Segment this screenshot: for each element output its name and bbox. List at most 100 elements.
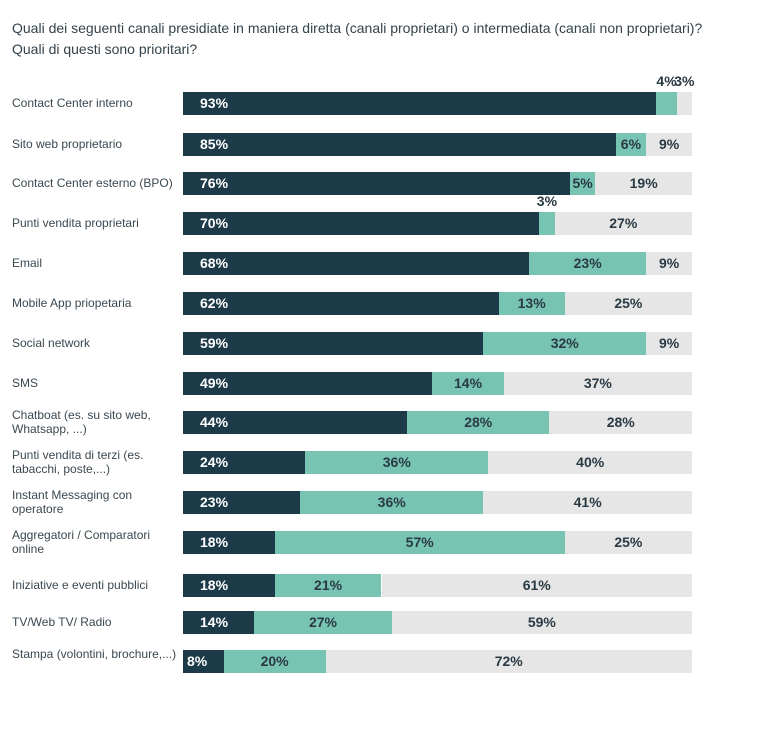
bar-segment-series-2 xyxy=(274,530,565,554)
bar-segment-series-2 xyxy=(274,573,382,597)
data-label: 23% xyxy=(573,254,602,271)
data-label: 24% xyxy=(200,453,229,470)
bar-segment-series-1 xyxy=(183,291,499,315)
bar-segment-series-1 xyxy=(183,211,540,235)
data-label: 6% xyxy=(620,135,642,152)
data-label: 36% xyxy=(382,453,411,470)
bar-segment-series-3 xyxy=(554,211,692,235)
category-label: Punti vendita proprietari xyxy=(12,216,139,230)
data-label: 59% xyxy=(200,334,229,351)
data-label: 14% xyxy=(200,613,229,630)
bar-segment-series-3 xyxy=(595,171,692,195)
data-label: 62% xyxy=(200,294,229,311)
data-label: 19% xyxy=(629,174,658,191)
data-label: 59% xyxy=(527,613,556,630)
bar-segment-series-2 xyxy=(615,132,647,156)
category-label: Mobile App priopetaria xyxy=(12,296,132,310)
data-label: 13% xyxy=(517,294,546,311)
data-label: 36% xyxy=(377,493,406,510)
bar-segment-series-1 xyxy=(183,530,275,554)
data-label: 4% xyxy=(656,72,677,89)
data-label: 72% xyxy=(494,652,523,669)
data-label: 27% xyxy=(308,613,337,630)
bar-segment-series-3 xyxy=(488,450,692,474)
bar-segment-series-3 xyxy=(564,291,692,315)
chart-title: Quali dei seguenti canali presidiate in … xyxy=(12,20,703,57)
data-label: 41% xyxy=(573,493,602,510)
data-label: 85% xyxy=(200,135,229,152)
bar-segment-series-3 xyxy=(646,132,692,156)
bar-segment-series-1 xyxy=(183,91,657,115)
category-label: Contact Center esterno (BPO) xyxy=(12,176,173,190)
data-label: 9% xyxy=(658,135,680,152)
bar-segment-series-1 xyxy=(183,450,306,474)
bar-segment-series-1 xyxy=(183,610,255,634)
category-label: Iniziative e eventi pubblici xyxy=(12,578,149,592)
category-label: Punti vendita di terzi (es. tabacchi, po… xyxy=(12,448,144,476)
bar-segment-series-1 xyxy=(183,410,407,434)
bar-segment-series-3 xyxy=(325,649,692,673)
bar-segment-series-1 xyxy=(183,573,275,597)
bar-segment-series-1 xyxy=(183,331,484,355)
data-label: 25% xyxy=(614,294,643,311)
bar-segment-series-2 xyxy=(483,331,647,355)
category-label: Email xyxy=(12,256,43,270)
bar-segment-series-2 xyxy=(569,171,596,195)
bar-segment-series-3 xyxy=(646,331,692,355)
data-label: 40% xyxy=(576,453,605,470)
category-label: TV/Web TV/ Radio xyxy=(12,615,112,629)
bar-segment-series-1 xyxy=(183,251,530,275)
data-label: 3% xyxy=(536,192,558,209)
bar-segment-series-3 xyxy=(381,573,692,597)
data-label: 37% xyxy=(583,374,612,391)
data-label: 9% xyxy=(658,334,680,351)
bar-segment-series-3 xyxy=(483,490,692,514)
data-label: 76% xyxy=(200,174,229,191)
data-label: 18% xyxy=(200,533,229,550)
data-label: 21% xyxy=(314,576,343,593)
data-label: 23% xyxy=(200,493,229,510)
data-label: 18% xyxy=(200,576,229,593)
data-label: 20% xyxy=(260,652,289,669)
data-label: 49% xyxy=(200,374,229,391)
bar-segment-series-2 xyxy=(432,371,504,395)
data-label: 61% xyxy=(522,576,551,593)
data-label: 28% xyxy=(606,413,635,430)
bar-segment-series-2 xyxy=(300,490,484,514)
data-label: 70% xyxy=(200,214,229,231)
category-label: Sito web proprietario xyxy=(12,137,123,151)
data-label: 27% xyxy=(609,214,638,231)
bar-segment-series-3 xyxy=(549,410,692,434)
bar-segment-series-2 xyxy=(254,610,392,634)
data-label: 93% xyxy=(200,94,229,111)
category-label: Instant Messaging con operatore xyxy=(12,488,133,516)
bar-segment-series-1 xyxy=(183,132,616,156)
bar-segment-series-3 xyxy=(646,251,692,275)
bar-segment-series-2 xyxy=(539,211,555,235)
data-label: 28% xyxy=(464,413,493,430)
data-label: 57% xyxy=(405,533,434,550)
bar-segment-series-3 xyxy=(391,610,692,634)
bar-segment-series-3 xyxy=(564,530,692,554)
bar-segment-series-3 xyxy=(503,371,692,395)
data-label: 32% xyxy=(550,334,579,351)
data-label: 9% xyxy=(658,254,680,271)
category-label: Contact Center interno xyxy=(12,96,133,110)
bar-segment-series-2 xyxy=(656,91,677,115)
category-label: Social network xyxy=(12,336,91,350)
category-label: Chatboat (es. su sito web, Whatsapp, ...… xyxy=(12,408,151,436)
bar-segment-series-2 xyxy=(529,251,647,275)
data-label: 3% xyxy=(674,72,695,89)
data-label: 8% xyxy=(187,652,208,669)
data-label: 25% xyxy=(614,533,643,550)
data-label: 14% xyxy=(454,374,483,391)
bar-segment-series-1 xyxy=(183,371,433,395)
category-label: Stampa (volontini, brochure,...) xyxy=(12,647,177,661)
data-label: 5% xyxy=(572,174,593,191)
bar-segment-series-3 xyxy=(676,91,692,115)
data-label: 44% xyxy=(200,413,229,430)
bar-segment-series-2 xyxy=(223,649,326,673)
category-label: Aggregatori / Comparatori online xyxy=(12,528,151,556)
bar-segment-series-2 xyxy=(305,450,489,474)
bar-segment-series-1 xyxy=(183,490,301,514)
